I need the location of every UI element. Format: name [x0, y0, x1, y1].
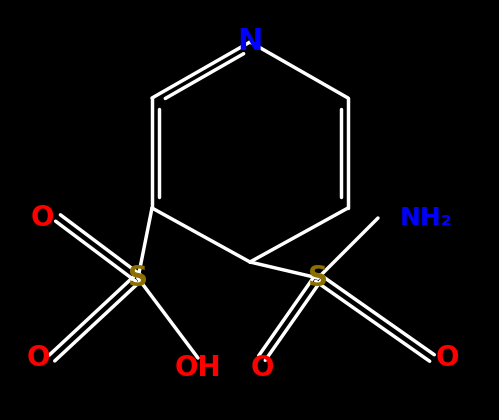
- Text: O: O: [26, 344, 50, 372]
- Text: O: O: [30, 204, 54, 232]
- Text: S: S: [128, 264, 148, 292]
- Text: N: N: [238, 27, 262, 57]
- Text: NH₂: NH₂: [400, 206, 453, 230]
- Text: OH: OH: [175, 354, 222, 382]
- Text: O: O: [436, 344, 460, 372]
- Text: S: S: [308, 264, 328, 292]
- Text: O: O: [250, 354, 274, 382]
